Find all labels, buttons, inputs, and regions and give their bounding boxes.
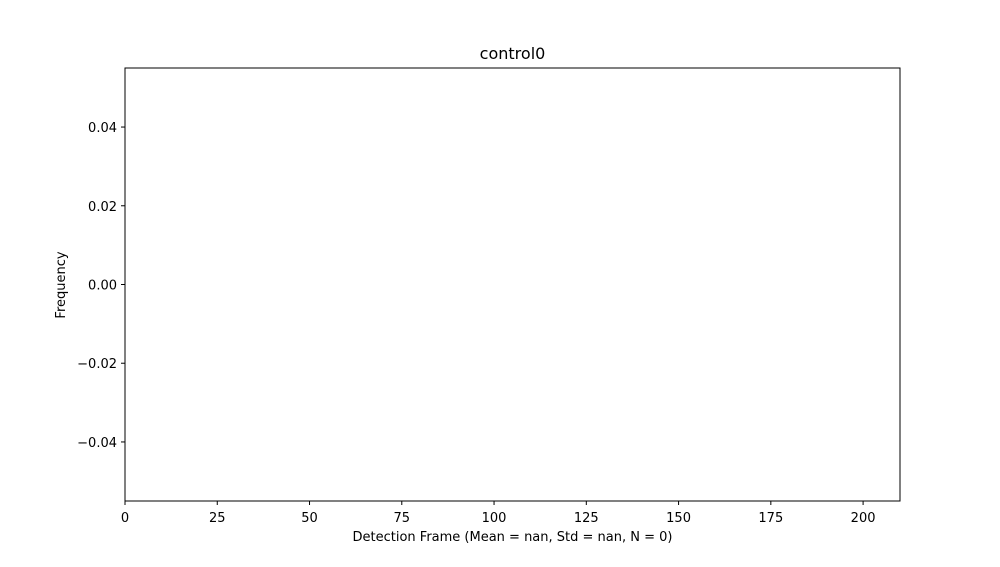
y-tick-label: 0.04 bbox=[88, 121, 117, 136]
y-tick-label: −0.04 bbox=[77, 436, 117, 451]
x-tick-label: 75 bbox=[394, 511, 411, 526]
x-tick-label: 25 bbox=[209, 511, 226, 526]
x-tick-label: 200 bbox=[851, 511, 876, 526]
x-tick-label: 175 bbox=[758, 511, 783, 526]
y-tick-label: 0.00 bbox=[88, 279, 117, 294]
x-tick-label: 100 bbox=[482, 511, 507, 526]
x-tick-label: 0 bbox=[121, 511, 129, 526]
y-tick-label: −0.02 bbox=[77, 357, 117, 372]
x-tick-label: 150 bbox=[666, 511, 691, 526]
y-axis: −0.04 −0.02 0.00 0.02 0.04 bbox=[77, 121, 125, 451]
x-axis: 0 25 50 75 100 125 150 175 200 bbox=[121, 501, 876, 526]
x-axis-label: Detection Frame (Mean = nan, Std = nan, … bbox=[353, 530, 673, 545]
plot-area bbox=[124, 67, 901, 502]
y-tick-label: 0.02 bbox=[88, 200, 117, 215]
x-tick-label: 50 bbox=[301, 511, 318, 526]
plot-frame bbox=[124, 67, 901, 502]
x-tick-label: 125 bbox=[574, 511, 599, 526]
y-axis-label: Frequency bbox=[54, 251, 69, 318]
chart-title: control0 bbox=[480, 44, 546, 63]
